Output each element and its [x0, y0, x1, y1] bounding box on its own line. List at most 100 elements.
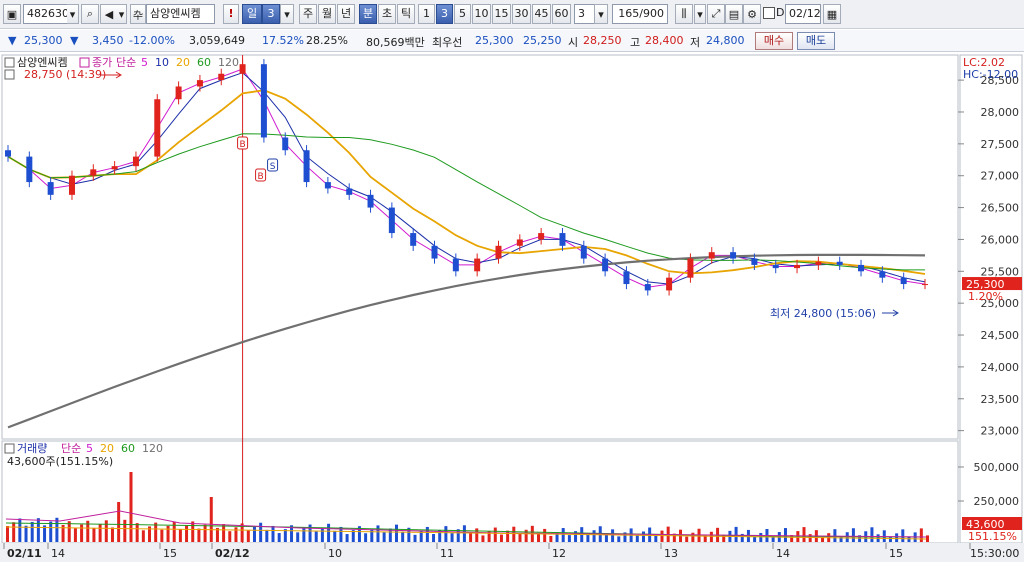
interval-button-45[interactable]: 45: [532, 4, 551, 24]
date-checkbox[interactable]: [763, 7, 775, 19]
volume-bar: [438, 530, 442, 542]
volume-bar: [12, 522, 16, 542]
chevron-down-icon[interactable]: ▾: [694, 4, 706, 24]
volume-bar: [672, 533, 676, 542]
volume-bar: [61, 524, 65, 542]
interval-button-1[interactable]: 1: [418, 4, 435, 24]
chevron-down-icon[interactable]: ▾: [594, 4, 608, 24]
volume-bar: [117, 502, 121, 542]
candle-body: [367, 194, 374, 208]
volume-bar: [394, 524, 398, 542]
interval-button-60[interactable]: 60: [552, 4, 571, 24]
legend-simple-label: 단순: [116, 56, 136, 69]
price-axis-label: 28,000: [981, 106, 1020, 119]
volume-bar: [209, 497, 213, 542]
volume-bar: [240, 523, 244, 542]
volume-bar: [808, 534, 812, 542]
candle-body: [175, 86, 182, 100]
chevron-down-icon[interactable]: ▾: [67, 4, 79, 24]
save-icon[interactable]: ▤: [725, 4, 743, 24]
period-daily-button[interactable]: 일: [242, 4, 262, 24]
stock-type-icon[interactable]: 卆: [130, 4, 146, 24]
period-minute-button[interactable]: 분: [359, 4, 377, 24]
time-axis-label: 02/11: [7, 547, 42, 560]
volume-bar: [135, 523, 139, 542]
volume-bar: [561, 528, 565, 542]
period-second-button[interactable]: 초: [378, 4, 396, 24]
volume-bar: [67, 521, 71, 542]
window-icon[interactable]: ▣: [3, 4, 21, 24]
volume-bar: [333, 530, 337, 542]
volume-bar: [574, 531, 578, 542]
count-select[interactable]: 3: [574, 4, 596, 24]
volume-bar: [376, 525, 380, 542]
speaker-icon[interactable]: ◀: [100, 4, 118, 24]
time-axis-label: 15: [889, 547, 903, 560]
count-display: 165: [618, 7, 640, 20]
volume-bar: [617, 536, 621, 542]
volume-bar: [302, 528, 306, 542]
interval-button-5[interactable]: 5: [454, 4, 471, 24]
candle-body: [218, 73, 225, 81]
volume-legend-box-icon[interactable]: [4, 443, 15, 454]
volume-bar: [462, 525, 466, 542]
chevron-down-icon[interactable]: ▾: [280, 4, 294, 24]
volume-bar: [592, 530, 596, 542]
interval-button-3[interactable]: 3: [436, 4, 453, 24]
period-weekly-button[interactable]: 주: [299, 4, 317, 24]
volume-bar: [191, 521, 195, 542]
legend-ma-period: 10: [155, 56, 169, 69]
period-yearly-button[interactable]: 년: [337, 4, 355, 24]
search-icon[interactable]: ⌕: [81, 4, 99, 24]
candle-body: [602, 258, 609, 272]
low-label: 저: [690, 36, 701, 49]
interval-button-15[interactable]: 15: [492, 4, 511, 24]
chart-area[interactable]: 28,500 28,000 27,500 27,000 26,500 26,000 25,5…: [0, 53, 1024, 562]
volume-bar: [759, 532, 763, 542]
volume-legend-simple: 단순: [61, 442, 81, 455]
arrow-right-icon: [100, 71, 122, 79]
volume-pct-tag: 151.15%: [968, 530, 1017, 543]
hc-label: HC:-12.00: [963, 68, 1018, 81]
chevron-down-icon[interactable]: ▾: [117, 4, 127, 24]
period-tick-button[interactable]: 틱: [397, 4, 415, 24]
legend-ma-icon[interactable]: [79, 57, 90, 68]
buy-button[interactable]: 매수: [755, 32, 793, 50]
count-field[interactable]: 165/900: [612, 4, 668, 24]
draw-tool-icon[interactable]: ⤢: [707, 4, 725, 24]
volume-bar: [327, 523, 331, 542]
volume-bar: [549, 535, 553, 542]
volume-axis-label: 500,000: [974, 461, 1020, 474]
calendar-icon[interactable]: ▦: [823, 4, 841, 24]
time-axis-label: 14: [51, 547, 65, 560]
volume-bar: [252, 526, 256, 542]
volume-bar: [86, 520, 90, 542]
volume-bar: [351, 530, 355, 542]
time-axis-label: 13: [664, 547, 678, 560]
volume-panel[interactable]: [1, 440, 959, 544]
gear-icon[interactable]: ⚙: [743, 4, 761, 24]
interval-button-10[interactable]: 10: [472, 4, 491, 24]
period-value[interactable]: 3: [262, 4, 280, 24]
legend-expand-icon[interactable]: [4, 69, 15, 80]
stock-code-input[interactable]: 482630: [23, 4, 70, 24]
volume-bar: [740, 533, 744, 542]
interval-button-30[interactable]: 30: [512, 4, 531, 24]
volume-bar: [401, 531, 405, 542]
volume-bar: [154, 522, 158, 542]
volume-bar: [73, 528, 77, 542]
candle-tool-icon[interactable]: ⫼: [675, 4, 693, 24]
period-monthly-button[interactable]: 월: [318, 4, 336, 24]
alert-button[interactable]: !: [223, 4, 239, 24]
change-pct: -12.00%: [129, 34, 175, 47]
sell-button[interactable]: 매도: [797, 32, 835, 50]
stock-name-field[interactable]: 삼양엔씨켐: [146, 4, 215, 24]
candle-body: [111, 166, 118, 170]
candle-body: [580, 245, 587, 259]
volume-bar: [691, 532, 695, 542]
legend-box-icon[interactable]: [4, 57, 15, 68]
volume-bar: [635, 535, 639, 542]
time-axis-label: 11: [440, 547, 454, 560]
date-input[interactable]: 02/12: [785, 4, 821, 24]
volume-bar: [518, 533, 522, 542]
